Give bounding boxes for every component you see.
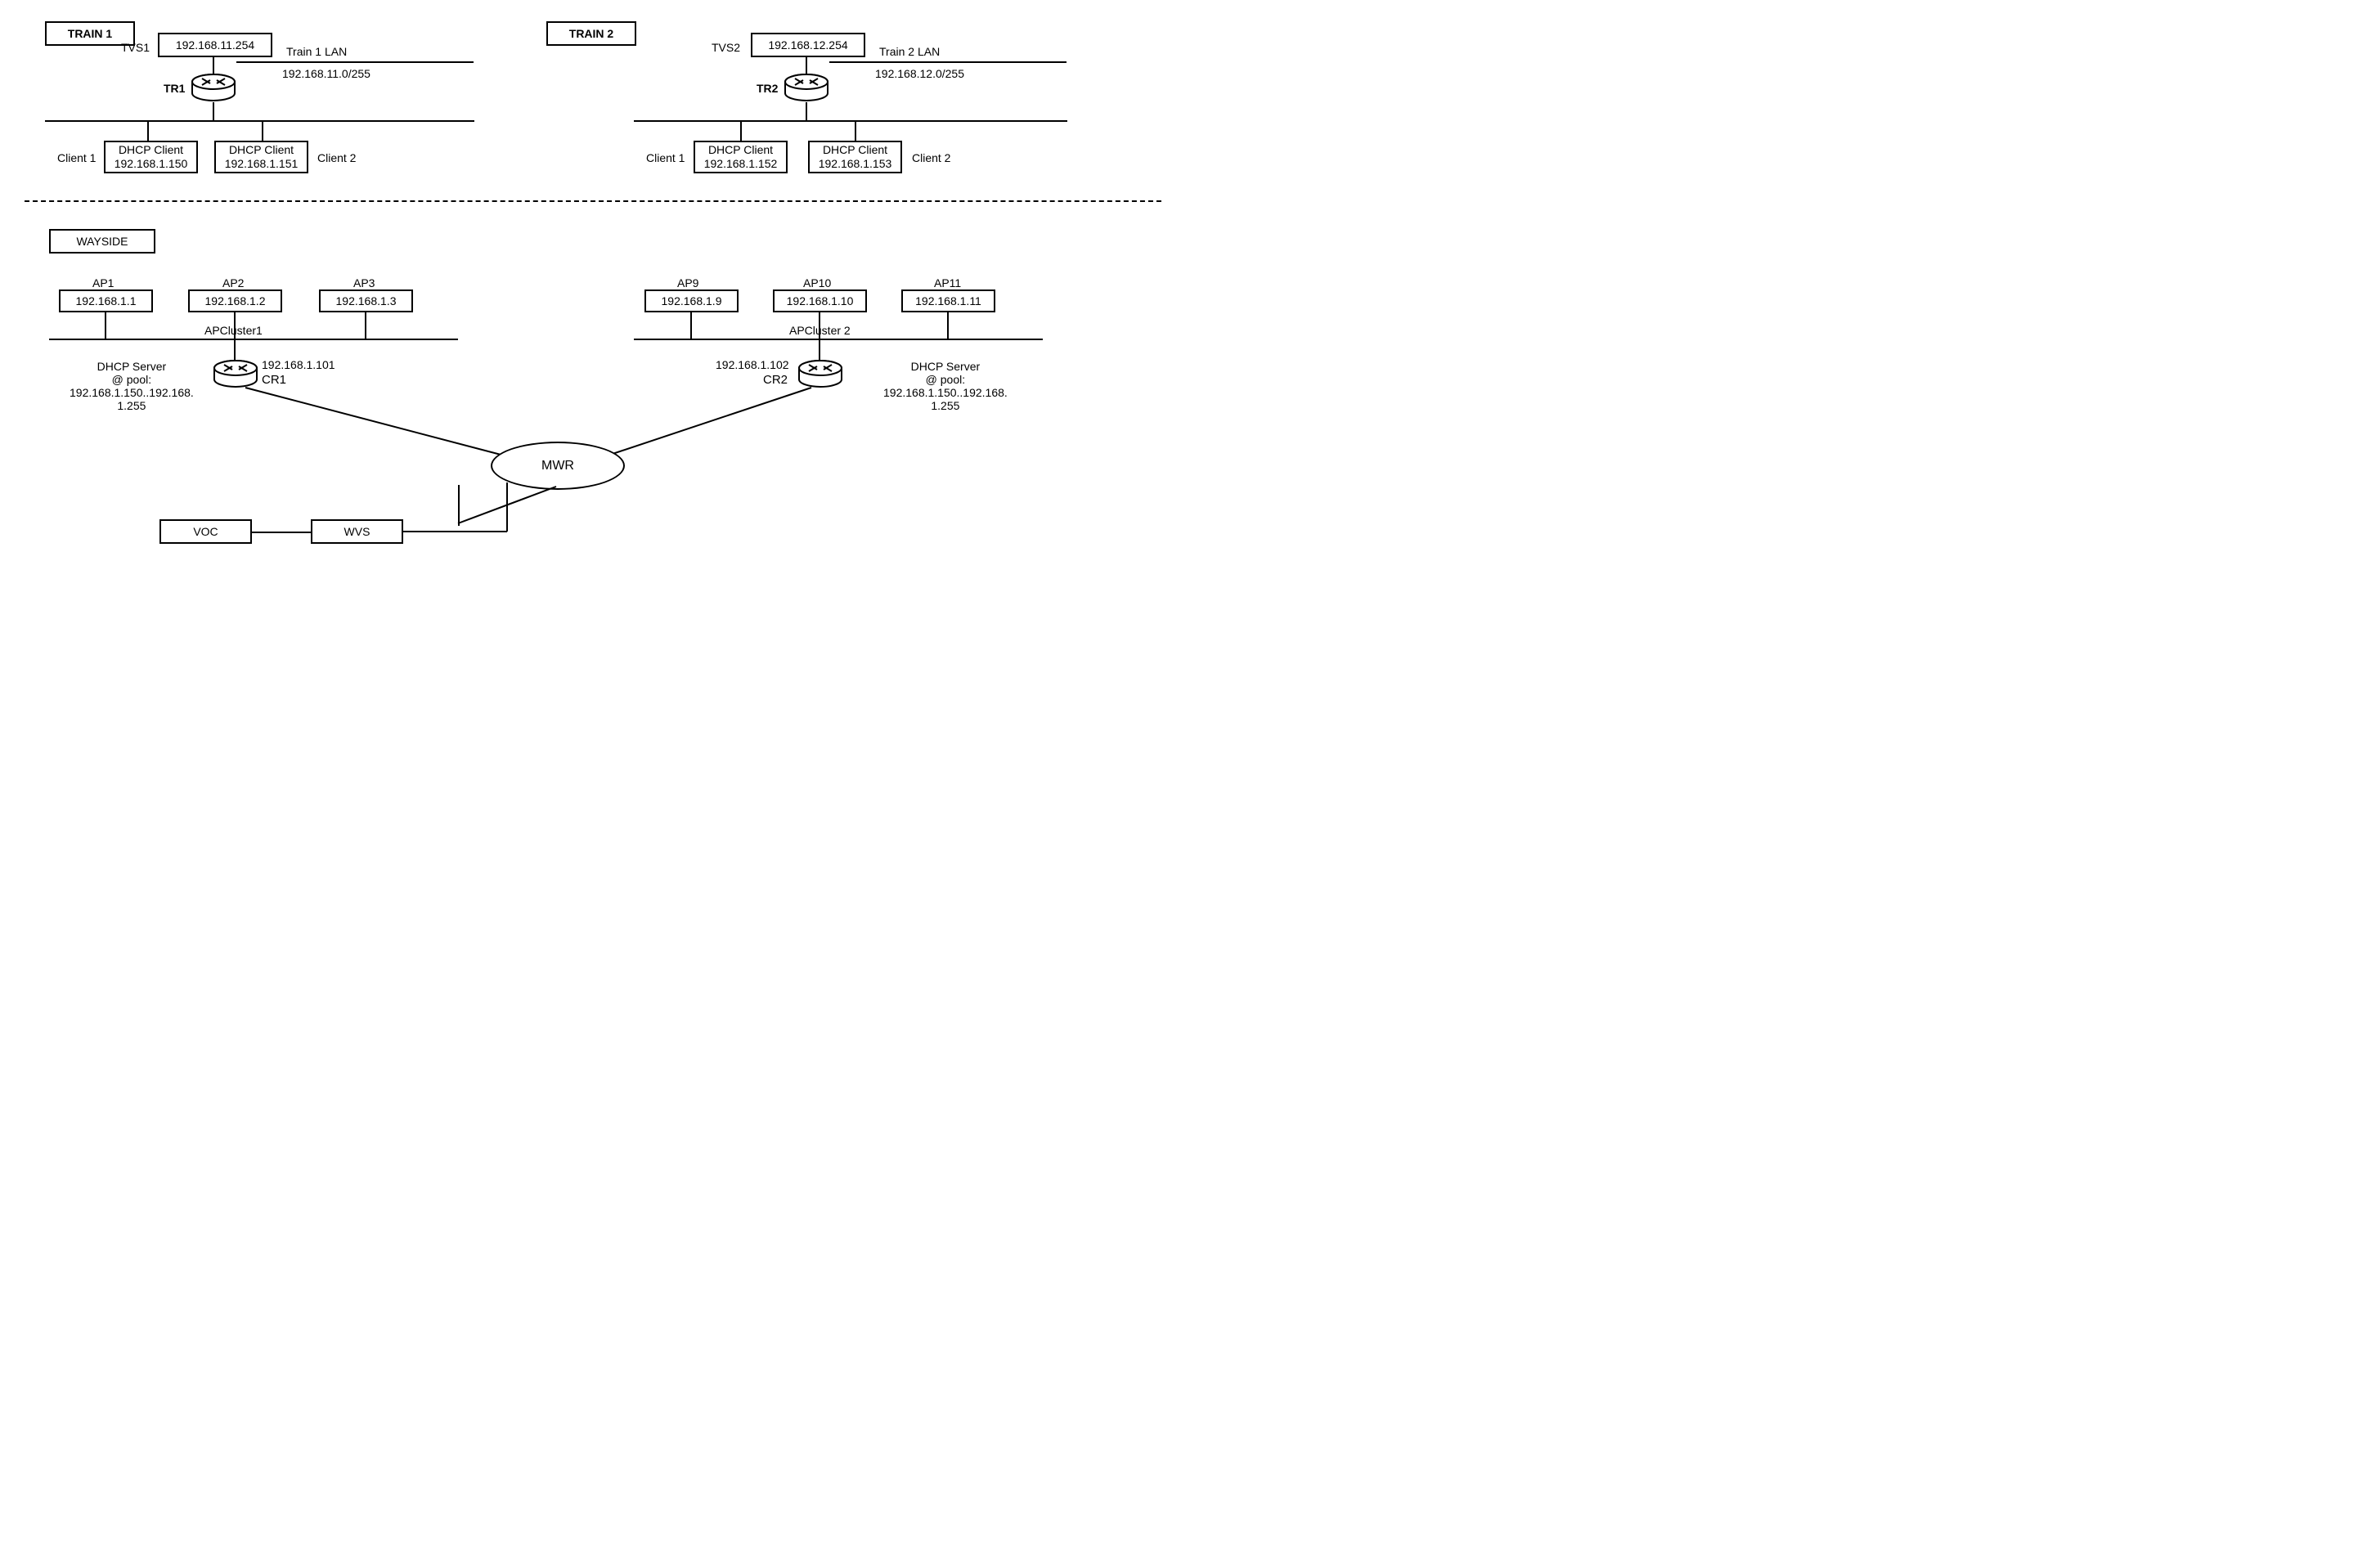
ap9-drop	[690, 312, 692, 339]
train-wayside-divider	[25, 200, 1161, 202]
cr2-router-icon	[797, 360, 843, 393]
train1-client2-label: Client 2	[317, 151, 356, 164]
conn-tvs1-tr1	[213, 57, 214, 75]
ap3-label: AP3	[353, 276, 375, 289]
voc-box: VOC	[159, 519, 252, 544]
train1-lan-line	[236, 61, 474, 63]
ap11-drop	[947, 312, 949, 339]
ap11-label: AP11	[934, 276, 961, 289]
wvs-box: WVS	[311, 519, 403, 544]
train1-lan-label: Train 1 LAN	[286, 45, 347, 58]
train2-client2-text: DHCP Client 192.168.1.153	[813, 143, 897, 171]
ap10-ip-box: 192.168.1.10	[773, 289, 867, 312]
train1-c1-drop	[147, 120, 149, 141]
tvs2-label: TVS2	[712, 41, 740, 54]
cr1-ip: 192.168.1.101	[262, 358, 335, 371]
wvs-label: WVS	[344, 525, 370, 539]
conn-cluster1-cr1	[234, 339, 236, 360]
train1-client1-text: DHCP Client 192.168.1.150	[109, 143, 193, 171]
conn-mwr-down	[458, 485, 460, 526]
train2-c2-drop	[855, 120, 856, 141]
cluster1-label: APCluster1	[204, 324, 263, 337]
ap9-label: AP9	[677, 276, 698, 289]
voc-wvs-link	[252, 532, 311, 533]
train2-client2-label: Client 2	[912, 151, 950, 164]
train1-client1-box: DHCP Client 192.168.1.150	[104, 141, 198, 173]
train1-client2-text: DHCP Client 192.168.1.151	[219, 143, 303, 171]
ap11-ip-box: 192.168.1.11	[901, 289, 995, 312]
cr1-label: CR1	[262, 373, 286, 387]
train2-bus-line	[634, 120, 1067, 122]
tvs1-label: TVS1	[121, 41, 150, 54]
ap2-label: AP2	[222, 276, 244, 289]
train2-title: TRAIN 2	[569, 27, 613, 41]
cluster2-dhcp-text: DHCP Server @ pool: 192.168.1.150..192.1…	[883, 360, 1008, 412]
wayside-title-box: WAYSIDE	[49, 229, 155, 254]
ap2-ip: 192.168.1.2	[205, 294, 266, 308]
cr2-label: CR2	[763, 373, 788, 387]
train2-lan-subnet: 192.168.12.0/255	[875, 67, 964, 80]
cr2-ip: 192.168.1.102	[716, 358, 789, 371]
cluster1-bus	[49, 339, 458, 340]
wayside-title: WAYSIDE	[76, 235, 128, 249]
cluster2-label: APCluster 2	[789, 324, 851, 337]
tvs1-ip: 192.168.11.254	[176, 38, 254, 52]
tvs2-ip: 192.168.12.254	[768, 38, 847, 52]
ap1-ip: 192.168.1.1	[76, 294, 137, 308]
network-diagram: TRAIN 1 TVS1 192.168.11.254 Train 1 LAN …	[0, 0, 1190, 783]
voc-label: VOC	[193, 525, 218, 539]
train2-client1-text: DHCP Client 192.168.1.152	[698, 143, 783, 171]
conn-cluster2-cr2	[819, 339, 820, 360]
ap1-drop	[105, 312, 106, 339]
ap1-label: AP1	[92, 276, 114, 289]
ap1-ip-box: 192.168.1.1	[59, 289, 153, 312]
train1-c2-drop	[262, 120, 263, 141]
train2-title-box: TRAIN 2	[546, 21, 636, 46]
conn-tr1-bus	[213, 102, 214, 120]
train1-lan-subnet: 192.168.11.0/255	[282, 67, 370, 80]
tvs2-ip-box: 192.168.12.254	[751, 33, 865, 57]
cluster1-dhcp-text: DHCP Server @ pool: 192.168.1.150..192.1…	[70, 360, 194, 412]
ap3-drop	[365, 312, 366, 339]
ap9-ip-box: 192.168.1.9	[644, 289, 739, 312]
mwr-node: MWR	[491, 442, 625, 490]
ap2-ip-box: 192.168.1.2	[188, 289, 282, 312]
mwr-label: MWR	[541, 459, 574, 473]
tvs1-ip-box: 192.168.11.254	[158, 33, 272, 57]
ap10-label: AP10	[803, 276, 831, 289]
train2-lan-label: Train 2 LAN	[879, 45, 940, 58]
train1-title: TRAIN 1	[68, 27, 112, 41]
ap11-ip: 192.168.1.11	[915, 294, 981, 308]
ap10-ip: 192.168.1.10	[787, 294, 854, 308]
train2-client1-box: DHCP Client 192.168.1.152	[694, 141, 788, 173]
ap3-ip: 192.168.1.3	[336, 294, 397, 308]
conn-tr2-bus	[806, 102, 807, 120]
tr2-label: TR2	[757, 82, 778, 95]
train1-client2-box: DHCP Client 192.168.1.151	[214, 141, 308, 173]
train2-lan-line	[829, 61, 1067, 63]
ap9-ip: 192.168.1.9	[662, 294, 722, 308]
train2-client2-box: DHCP Client 192.168.1.153	[808, 141, 902, 173]
tr1-label: TR1	[164, 82, 185, 95]
train1-client1-label: Client 1	[57, 151, 96, 164]
ap3-ip-box: 192.168.1.3	[319, 289, 413, 312]
train2-c1-drop	[740, 120, 742, 141]
conn-tvs2-tr2	[806, 57, 807, 75]
train2-client1-label: Client 1	[646, 151, 685, 164]
train1-bus-line	[45, 120, 474, 122]
cluster2-bus	[634, 339, 1043, 340]
cr1-router-icon	[213, 360, 258, 393]
